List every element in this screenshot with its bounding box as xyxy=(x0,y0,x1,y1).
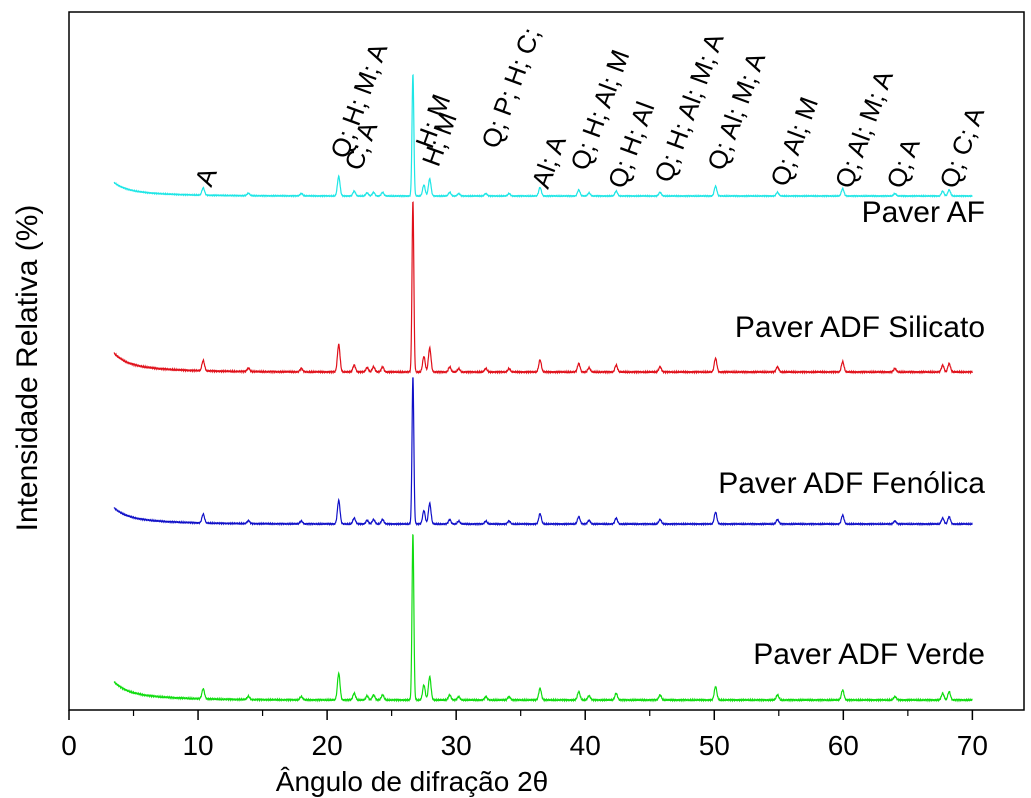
peak-annotation: Q; C; A xyxy=(933,102,990,192)
series-line xyxy=(113,73,973,198)
peak-annotation: Q; A xyxy=(880,134,926,192)
peak-annotation: Q; Al; M xyxy=(764,93,824,190)
x-axis-label: Ângulo de difração 2θ xyxy=(276,766,548,797)
x-tick-label: 0 xyxy=(61,730,77,761)
peak-annotation: Q; P; H; C; xyxy=(475,24,546,152)
x-axis-ticks: 0 10 20 30 40 50 60 70 xyxy=(61,710,988,761)
series-line xyxy=(113,377,973,527)
series-label: Paver AF xyxy=(862,196,985,229)
series-label: Paver ADF Silicato xyxy=(735,311,985,344)
series-line xyxy=(113,533,973,703)
series-label: Paver ADF Verde xyxy=(753,638,985,671)
peak-annotations: AQ; H; M; AC; A H; MH; M Q; P; H; C;Al; AQ… xyxy=(189,24,991,192)
series-group: Paver AF Paver ADF Silicato Paver ADF Fenó… xyxy=(113,73,985,703)
series-label: Paver ADF Fenólica xyxy=(718,467,985,500)
x-tick-label: 50 xyxy=(699,730,730,761)
x-tick-label: 30 xyxy=(441,730,472,761)
x-tick-label: 40 xyxy=(570,730,601,761)
x-tick-label: 70 xyxy=(957,730,988,761)
x-tick-label: 20 xyxy=(312,730,343,761)
y-axis-label: Intensidade Relativa (%) xyxy=(11,205,44,532)
plot-frame xyxy=(68,11,1025,711)
series-line xyxy=(113,201,973,375)
x-tick-label: 60 xyxy=(828,730,859,761)
peak-annotation: A xyxy=(189,163,223,190)
x-tick-label: 10 xyxy=(182,730,213,761)
